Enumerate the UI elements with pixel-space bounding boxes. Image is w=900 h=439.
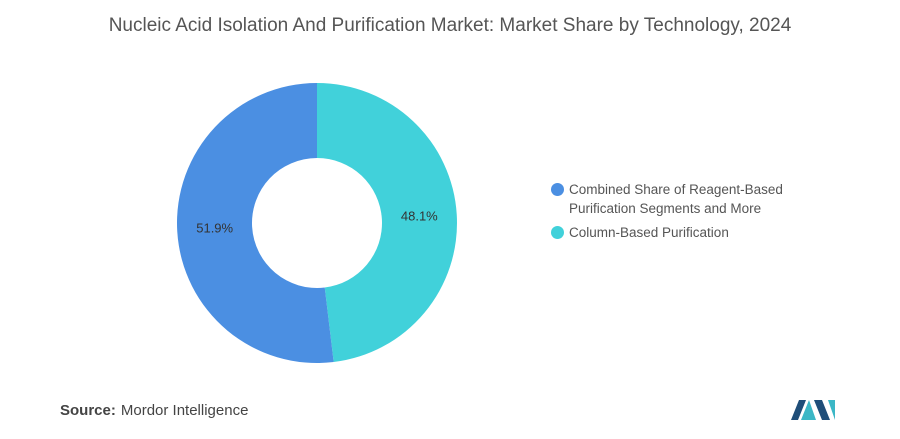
- source-label: Source:: [60, 402, 116, 419]
- slice: [177, 83, 334, 363]
- source: Source: Mordor Intelligence: [60, 402, 248, 419]
- legend: Combined Share of Reagent-Based Purifica…: [551, 180, 801, 247]
- legend-item: Combined Share of Reagent-Based Purifica…: [551, 180, 801, 218]
- data-label: 51.9%: [196, 221, 233, 236]
- chart-title: Nucleic Acid Isolation And Purification …: [108, 15, 792, 36]
- legend-item: Column-Based Purification: [551, 223, 801, 242]
- legend-marker: [551, 226, 564, 239]
- source-text: Mordor Intelligence: [120, 402, 249, 419]
- slice: [317, 83, 458, 363]
- legend-label: Combined Share of Reagent-Based Purifica…: [569, 182, 783, 216]
- legend-marker: [551, 183, 564, 196]
- logo: [791, 400, 835, 420]
- data-label: 48.1%: [401, 208, 438, 223]
- legend-label: Column-Based Purification: [569, 225, 729, 240]
